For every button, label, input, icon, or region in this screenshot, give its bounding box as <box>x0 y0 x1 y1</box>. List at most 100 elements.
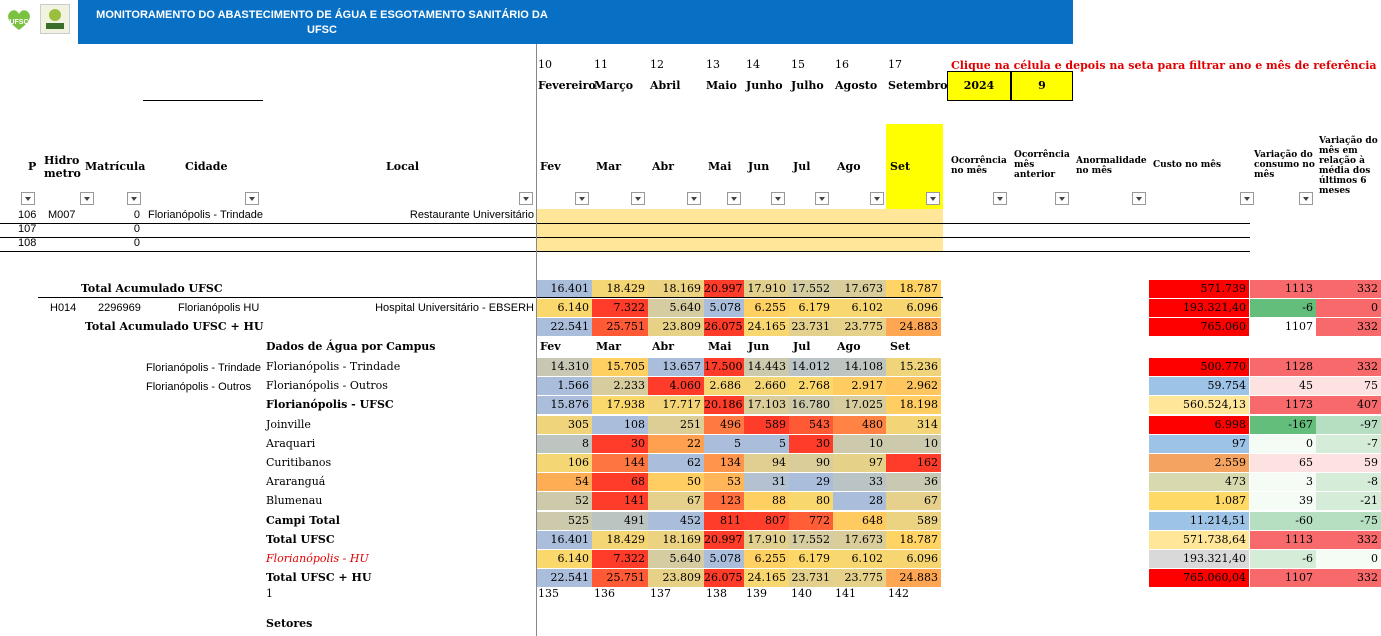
month-filter[interactable]: 9 <box>1011 71 1073 101</box>
filter-dropdown-button[interactable] <box>519 192 533 205</box>
cost-cell[interactable]: 59.754 <box>1149 377 1249 396</box>
variation-cell[interactable]: -60 <box>1250 511 1316 530</box>
filter-dropdown-button[interactable] <box>687 192 701 205</box>
data-cell[interactable]: 5.640 <box>648 299 704 317</box>
data-cell[interactable]: 20.997 <box>704 530 744 549</box>
data-cell[interactable]: 7.322 <box>592 299 648 317</box>
filter-dropdown-button[interactable] <box>727 192 741 205</box>
variation-6m-cell[interactable]: 75 <box>1316 377 1381 396</box>
data-cell[interactable]: 7.322 <box>592 550 648 568</box>
data-cell[interactable]: 5 <box>744 434 789 453</box>
variation-6m-cell[interactable]: 332 <box>1316 280 1381 298</box>
variation-cell[interactable]: 1107 <box>1250 318 1316 336</box>
data-cell[interactable]: 18.429 <box>592 530 648 549</box>
variation-6m-cell[interactable]: -75 <box>1316 511 1381 530</box>
filter-dropdown-button[interactable] <box>21 192 35 205</box>
data-cell[interactable]: 22 <box>648 434 704 453</box>
data-cell[interactable]: 2.768 <box>789 377 833 396</box>
data-cell[interactable]: 16.780 <box>789 396 833 415</box>
data-cell[interactable]: 18.169 <box>648 280 704 298</box>
data-cell[interactable]: 15.705 <box>592 358 648 376</box>
filter-dropdown-button[interactable] <box>245 192 259 205</box>
data-cell[interactable]: 251 <box>648 415 704 434</box>
data-cell[interactable]: 491 <box>592 511 648 530</box>
data-cell[interactable]: 772 <box>789 511 833 530</box>
data-cell[interactable]: 314 <box>886 415 941 434</box>
data-cell[interactable]: 5.640 <box>648 550 704 568</box>
data-cell[interactable]: 2.686 <box>704 377 744 396</box>
cost-cell[interactable]: 6.998 <box>1149 415 1249 434</box>
variation-6m-cell[interactable]: 332 <box>1316 569 1381 588</box>
data-cell[interactable]: 144 <box>592 454 648 472</box>
data-cell[interactable]: 18.787 <box>886 530 941 549</box>
data-cell[interactable]: 23.775 <box>833 569 886 588</box>
data-cell[interactable]: 20.997 <box>704 280 744 298</box>
data-cell[interactable]: 62 <box>648 454 704 472</box>
data-cell[interactable]: 141 <box>592 492 648 511</box>
filter-dropdown-button[interactable] <box>1055 192 1069 205</box>
filter-dropdown-button[interactable] <box>1299 192 1313 205</box>
data-cell[interactable]: 97 <box>833 454 886 472</box>
variation-6m-cell[interactable]: 332 <box>1316 318 1381 336</box>
data-cell[interactable]: 23.731 <box>789 318 833 336</box>
variation-6m-cell[interactable]: 0 <box>1316 550 1381 568</box>
data-cell[interactable]: 94 <box>744 454 789 472</box>
data-cell[interactable]: 68 <box>592 473 648 492</box>
data-cell[interactable]: 23.809 <box>648 569 704 588</box>
variation-cell[interactable]: 0 <box>1250 434 1316 453</box>
data-cell[interactable]: 18.198 <box>886 396 941 415</box>
data-cell[interactable]: 543 <box>789 415 833 434</box>
data-cell[interactable]: 22.541 <box>536 318 592 336</box>
filter-dropdown-button[interactable] <box>1240 192 1254 205</box>
data-cell[interactable]: 23.775 <box>833 318 886 336</box>
data-cell[interactable]: 31 <box>744 473 789 492</box>
data-cell[interactable]: 67 <box>886 492 941 511</box>
data-cell[interactable]: 17.025 <box>833 396 886 415</box>
data-cell[interactable]: 2.660 <box>744 377 789 396</box>
year-filter[interactable]: 2024 <box>947 71 1011 101</box>
data-cell[interactable]: 6.102 <box>833 299 886 317</box>
data-cell[interactable]: 20.186 <box>704 396 744 415</box>
filter-dropdown-button[interactable] <box>575 192 589 205</box>
cost-cell[interactable]: 11.214,51 <box>1149 511 1249 530</box>
variation-cell[interactable]: 1173 <box>1250 396 1316 415</box>
data-cell[interactable]: 33 <box>833 473 886 492</box>
variation-cell[interactable]: 1113 <box>1250 280 1316 298</box>
data-cell[interactable]: 25.751 <box>592 569 648 588</box>
cost-cell[interactable]: 765.060 <box>1149 318 1249 336</box>
data-cell[interactable]: 4.060 <box>648 377 704 396</box>
variation-6m-cell[interactable]: -8 <box>1316 473 1381 492</box>
data-cell[interactable]: 108 <box>592 415 648 434</box>
data-cell[interactable]: 24.883 <box>886 569 941 588</box>
data-cell[interactable]: 14.310 <box>536 358 592 376</box>
data-cell[interactable]: 305 <box>536 415 592 434</box>
variation-6m-cell[interactable]: 332 <box>1316 358 1381 376</box>
data-cell[interactable]: 123 <box>704 492 744 511</box>
data-cell[interactable]: 15.236 <box>886 358 941 376</box>
data-cell[interactable]: 90 <box>789 454 833 472</box>
variation-cell[interactable]: 1107 <box>1250 569 1316 588</box>
variation-cell[interactable]: -167 <box>1250 415 1316 434</box>
data-cell[interactable]: 17.500 <box>704 358 744 376</box>
variation-6m-cell[interactable]: -97 <box>1316 415 1381 434</box>
data-cell[interactable]: 17.717 <box>648 396 704 415</box>
data-cell[interactable]: 23.731 <box>789 569 833 588</box>
filter-dropdown-button[interactable] <box>80 192 94 205</box>
data-cell[interactable]: 134 <box>704 454 744 472</box>
data-cell[interactable]: 6.255 <box>744 550 789 568</box>
data-cell[interactable]: 589 <box>744 415 789 434</box>
data-cell[interactable]: 2.962 <box>886 377 941 396</box>
data-cell[interactable]: 6.179 <box>789 299 833 317</box>
data-cell[interactable]: 2.233 <box>592 377 648 396</box>
data-cell[interactable]: 23.809 <box>648 318 704 336</box>
cost-cell[interactable]: 2.559 <box>1149 454 1249 472</box>
data-cell[interactable]: 17.673 <box>833 530 886 549</box>
data-cell[interactable]: 807 <box>744 511 789 530</box>
data-cell[interactable]: 6.140 <box>536 550 592 568</box>
data-cell[interactable]: 15.876 <box>536 396 592 415</box>
data-cell[interactable]: 30 <box>789 434 833 453</box>
data-cell[interactable]: 26.075 <box>704 318 744 336</box>
data-cell[interactable]: 54 <box>536 473 592 492</box>
cost-cell[interactable]: 560.524,13 <box>1149 396 1249 415</box>
data-cell[interactable]: 6.096 <box>886 299 941 317</box>
